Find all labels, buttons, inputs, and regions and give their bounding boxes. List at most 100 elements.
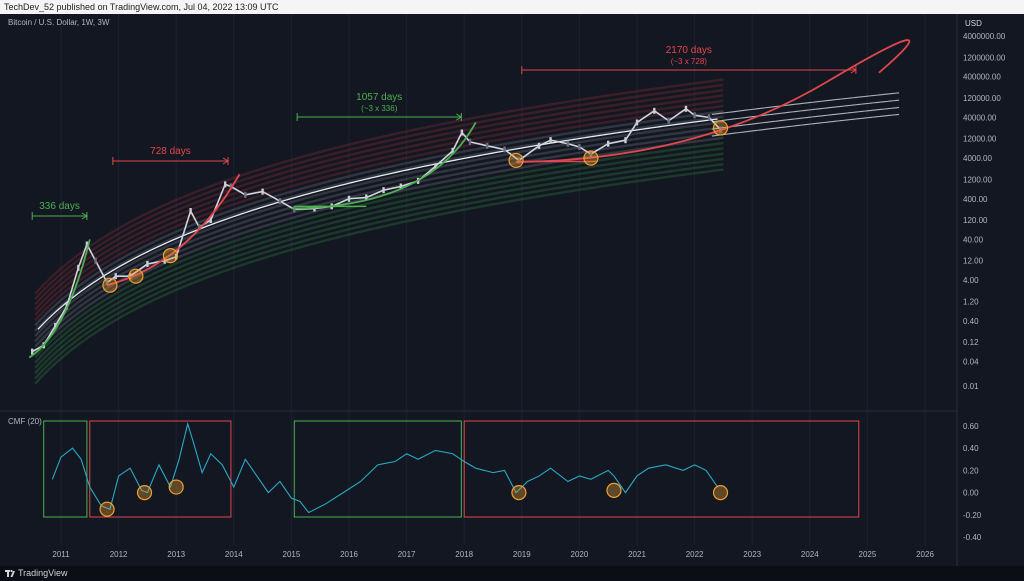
time-tick-label: 2011 bbox=[52, 550, 70, 559]
time-tick-label: 2018 bbox=[455, 550, 473, 559]
price-axis[interactable]: 4000000.00 1200000.00 400000.00 120000.00 40… bbox=[963, 32, 1006, 391]
price-tick-label: 120000.00 bbox=[963, 94, 1001, 103]
price-candle bbox=[209, 217, 212, 224]
price-candle bbox=[517, 157, 521, 164]
cmf-cycle-box bbox=[43, 420, 88, 518]
price-candle bbox=[261, 188, 264, 195]
price-candle bbox=[128, 273, 132, 280]
band-line bbox=[34, 131, 724, 348]
price-candle bbox=[399, 183, 403, 190]
cycle-bottom-marker bbox=[508, 152, 524, 169]
band-line bbox=[34, 104, 724, 322]
price-tick-label: 0.40 bbox=[963, 317, 979, 326]
price-candle bbox=[667, 117, 670, 124]
price-tick-label: 0.01 bbox=[963, 382, 979, 391]
cycle-curve-red-2 bbox=[516, 39, 911, 163]
price-tick-label: 4000.00 bbox=[963, 154, 992, 163]
price-tick-label: 1200000.00 bbox=[963, 53, 1006, 62]
time-tick-label: 2019 bbox=[513, 550, 531, 559]
cmf-line bbox=[51, 421, 719, 514]
price-candle bbox=[114, 273, 117, 280]
cmf-tick-label: 0.60 bbox=[963, 422, 979, 431]
price-candle bbox=[549, 137, 552, 144]
cycle-annotations: 336 days 728 days 1057 days(~3 x 336) 2170 … bbox=[31, 45, 857, 220]
price-candle bbox=[54, 322, 57, 329]
cmf-tick-label: 0.40 bbox=[963, 444, 979, 453]
cmf-cycle-box bbox=[89, 420, 232, 518]
price-candle bbox=[684, 105, 688, 112]
price-tick-label: 40.00 bbox=[963, 235, 984, 244]
time-tick-label: 2013 bbox=[167, 550, 185, 559]
cycle-curves bbox=[28, 39, 911, 359]
cycle-bottom-marker bbox=[102, 277, 118, 293]
cmf-bottom-marker bbox=[712, 485, 729, 501]
band-line bbox=[34, 141, 724, 359]
publish-info: TechDev_52 published on TradingView.com,… bbox=[0, 0, 1024, 14]
price-candle bbox=[486, 142, 489, 149]
time-tick-label: 2015 bbox=[283, 550, 301, 559]
projection-line bbox=[711, 92, 900, 116]
cycle-bottom-marker bbox=[712, 120, 729, 136]
cycle-curve-red-1 bbox=[106, 173, 241, 287]
price-candle bbox=[707, 114, 711, 121]
time-tick-label: 2014 bbox=[225, 550, 243, 559]
band-line bbox=[34, 152, 724, 369]
price-candle bbox=[175, 253, 178, 260]
cmf-bottom-marker bbox=[99, 501, 115, 517]
price-tick-label: 0.12 bbox=[963, 338, 979, 347]
cycle-bottom-marker bbox=[162, 248, 179, 264]
price-candle bbox=[460, 129, 464, 136]
price-candle bbox=[589, 151, 593, 158]
price-candle bbox=[105, 279, 109, 286]
price-candle bbox=[198, 224, 201, 231]
time-tick-label: 2012 bbox=[110, 550, 128, 559]
price-tick-label: 4000000.00 bbox=[963, 32, 1006, 41]
price-tick-label: 12.00 bbox=[963, 257, 984, 266]
projection-line bbox=[711, 99, 900, 123]
projection-line bbox=[711, 113, 900, 137]
symbol-label: Bitcoin / U.S. Dollar, 1W, 3W bbox=[8, 18, 110, 27]
projection-line bbox=[711, 106, 900, 130]
cmf-bottom-marker bbox=[168, 479, 184, 495]
band-line bbox=[34, 110, 724, 327]
cmf-tick-label: -0.40 bbox=[963, 533, 982, 542]
price-pane-bg bbox=[0, 14, 957, 411]
footer-bar: TradingView bbox=[0, 566, 1024, 581]
tradingview-logo-icon[interactable] bbox=[5, 569, 15, 578]
time-tick-label: 2023 bbox=[743, 550, 761, 559]
price-tick-label: 1200.00 bbox=[963, 175, 992, 184]
price-candle bbox=[624, 137, 627, 144]
price-candle bbox=[278, 198, 282, 205]
price-candle bbox=[578, 143, 581, 150]
cmf-tick-label: 0.20 bbox=[963, 466, 979, 475]
indicator-label: CMF (20) bbox=[8, 417, 42, 426]
time-tick-label: 2021 bbox=[628, 550, 646, 559]
band-line bbox=[34, 83, 724, 300]
price-candle bbox=[503, 146, 506, 153]
price-candle bbox=[94, 257, 97, 264]
price-candle bbox=[451, 147, 454, 154]
price-candle bbox=[434, 163, 437, 170]
time-tick-label: 2020 bbox=[571, 550, 589, 559]
price-tick-label: 0.04 bbox=[963, 358, 979, 367]
span-arrow bbox=[850, 66, 857, 74]
time-tick-label: 2022 bbox=[686, 550, 704, 559]
price-tick-label: 400.00 bbox=[963, 195, 988, 204]
cycle-bottom-marker bbox=[128, 268, 144, 284]
price-candle bbox=[31, 348, 34, 355]
cycle-bottom-marker bbox=[583, 150, 599, 166]
price-candle bbox=[77, 264, 80, 271]
span-arrow bbox=[222, 157, 230, 165]
price-line bbox=[31, 107, 722, 353]
cycle-curve-green-1 bbox=[28, 239, 91, 359]
cmf-bottom-marker bbox=[606, 482, 622, 498]
price-candle bbox=[365, 194, 368, 201]
band-line bbox=[34, 94, 724, 311]
price-tick-label: 4.00 bbox=[963, 276, 979, 285]
price-candle bbox=[244, 191, 247, 198]
time-axis[interactable]: 2011 2012 2013 2014 2015 2016 2017 2018 2019 2020… bbox=[52, 550, 934, 559]
price-candle bbox=[693, 112, 696, 119]
span-arrow bbox=[456, 113, 463, 121]
price-candle bbox=[163, 257, 166, 264]
